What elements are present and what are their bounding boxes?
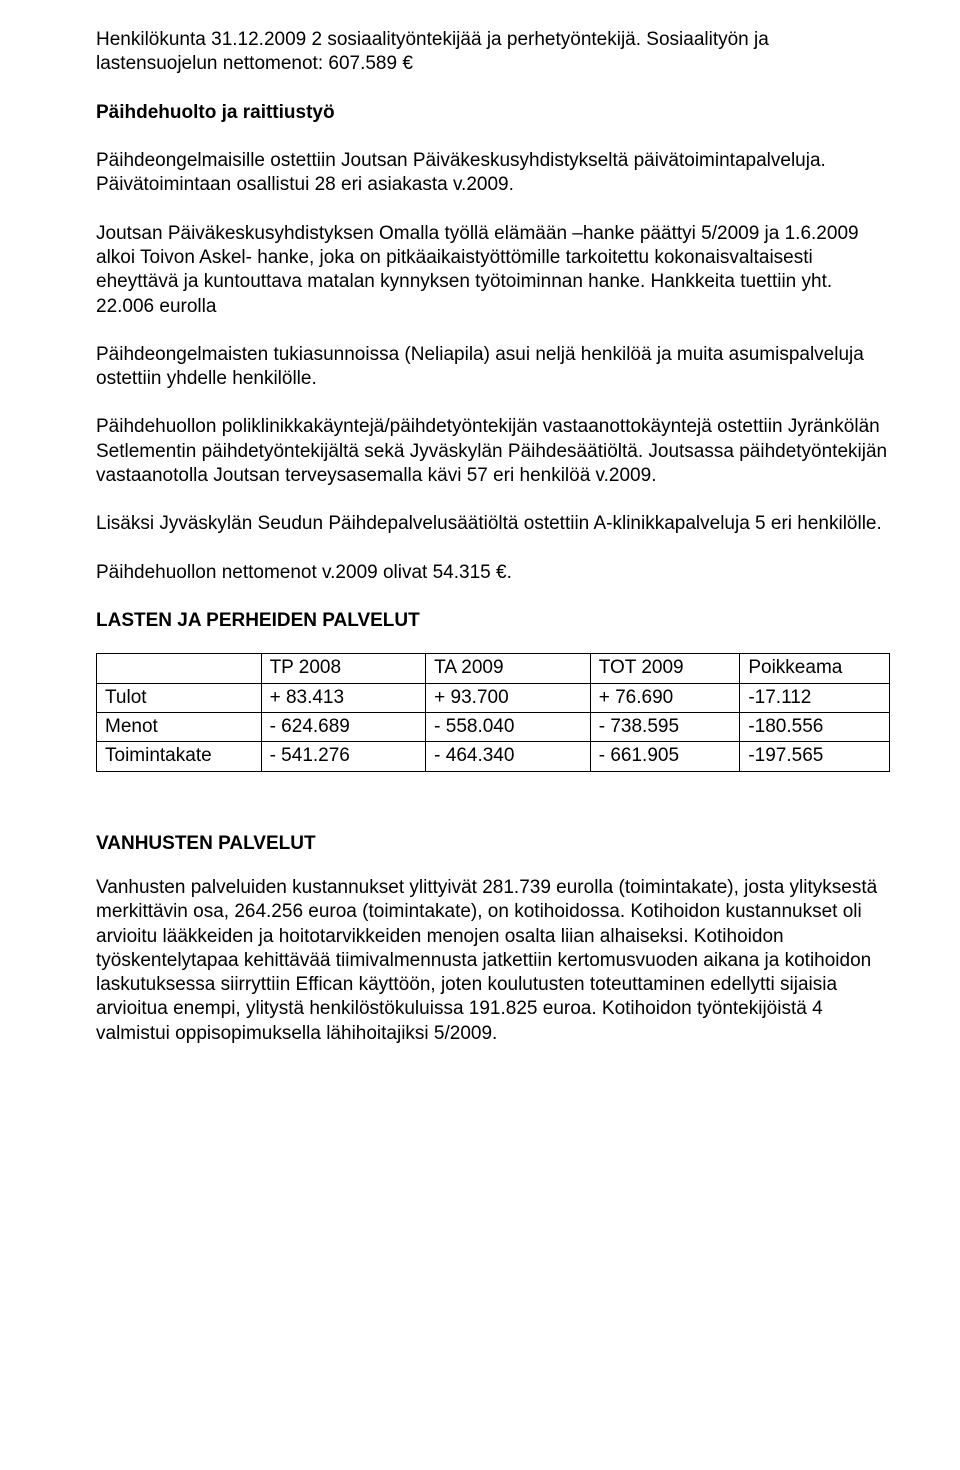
table-cell: - 464.340 xyxy=(426,742,591,771)
table-header: TA 2009 xyxy=(426,654,591,683)
paragraph-2: Päihdeongelmaisille ostettiin Joutsan Pä… xyxy=(96,149,890,198)
table-header xyxy=(97,654,262,683)
table-header-row: TP 2008 TA 2009 TOT 2009 Poikkeama xyxy=(97,654,890,683)
finance-table: TP 2008 TA 2009 TOT 2009 Poikkeama Tulot… xyxy=(96,653,890,771)
paragraph-7: Päihdehuollon nettomenot v.2009 olivat 5… xyxy=(96,561,890,585)
table-cell: - 661.905 xyxy=(590,742,740,771)
table-cell: -180.556 xyxy=(740,712,890,741)
heading-paihdehuolto: Päihdehuolto ja raittiustyö xyxy=(96,101,890,125)
table-header: TP 2008 xyxy=(261,654,426,683)
table-cell: + 83.413 xyxy=(261,683,426,712)
table-row: Menot - 624.689 - 558.040 - 738.595 -180… xyxy=(97,712,890,741)
paragraph-4: Päihdeongelmaisten tukiasunnoissa (Nelia… xyxy=(96,343,890,392)
table-cell: + 76.690 xyxy=(590,683,740,712)
table-cell: -17.112 xyxy=(740,683,890,712)
table-cell: Toimintakate xyxy=(97,742,262,771)
table-cell: - 558.040 xyxy=(426,712,591,741)
table-cell: + 93.700 xyxy=(426,683,591,712)
heading-vanhusten: VANHUSTEN PALVELUT xyxy=(96,832,890,856)
paragraph-8: Vanhusten palveluiden kustannukset ylitt… xyxy=(96,876,890,1046)
table-cell: Tulot xyxy=(97,683,262,712)
table-cell: -197.565 xyxy=(740,742,890,771)
table-cell: - 541.276 xyxy=(261,742,426,771)
table-cell: Menot xyxy=(97,712,262,741)
heading-lasten: LASTEN JA PERHEIDEN PALVELUT xyxy=(96,609,890,633)
paragraph-5: Päihdehuollon poliklinikkakäyntejä/päihd… xyxy=(96,415,890,488)
paragraph-6: Lisäksi Jyväskylän Seudun Päihdepalvelus… xyxy=(96,512,890,536)
table-cell: - 624.689 xyxy=(261,712,426,741)
paragraph-staff: Henkilökunta 31.12.2009 2 sosiaalityönte… xyxy=(96,28,890,77)
table-row: Toimintakate - 541.276 - 464.340 - 661.9… xyxy=(97,742,890,771)
table-header: TOT 2009 xyxy=(590,654,740,683)
table-cell: - 738.595 xyxy=(590,712,740,741)
paragraph-3: Joutsan Päiväkeskusyhdistyksen Omalla ty… xyxy=(96,222,890,319)
table-row: Tulot + 83.413 + 93.700 + 76.690 -17.112 xyxy=(97,683,890,712)
table-header: Poikkeama xyxy=(740,654,890,683)
